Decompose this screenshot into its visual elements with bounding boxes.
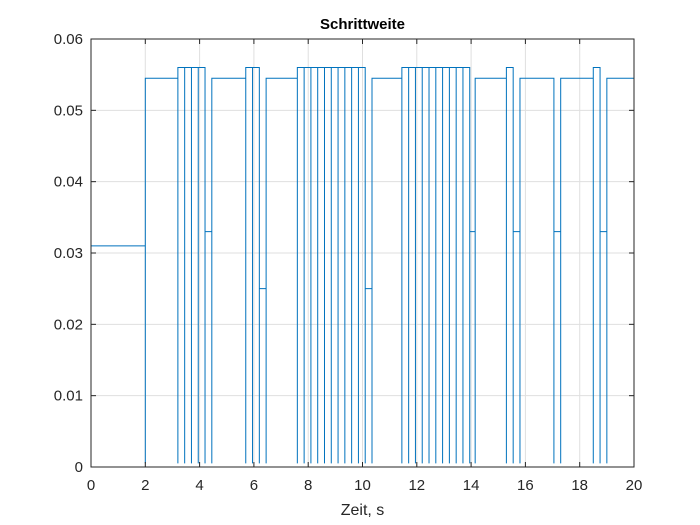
x-tick-label: 12 (408, 477, 425, 494)
y-tick-label: 0.01 (54, 388, 83, 405)
x-axis-label: Zeit, s (341, 502, 385, 519)
y-tick-label: 0 (75, 459, 83, 476)
y-tick-labels: 0 0.01 0.02 0.03 0.04 0.05 0.06 (54, 31, 83, 476)
y-tick-label: 0.02 (54, 316, 83, 333)
x-tick-labels: 0 2 4 6 8 10 12 14 16 18 20 (87, 477, 643, 494)
series-line (90, 67, 634, 464)
y-tick-label: 0.04 (54, 174, 83, 191)
y-tick-label: 0.03 (54, 245, 83, 262)
ticks (90, 38, 635, 468)
chart-title: Schrittweite (320, 16, 405, 33)
x-tick-label: 0 (87, 477, 95, 494)
x-tick-label: 2 (141, 477, 149, 494)
x-tick-label: 10 (354, 477, 371, 494)
x-tick-label: 20 (626, 477, 643, 494)
grid (91, 39, 634, 467)
x-tick-label: 4 (195, 477, 203, 494)
x-tick-label: 14 (463, 477, 480, 494)
x-tick-label: 6 (250, 477, 258, 494)
x-tick-label: 18 (571, 477, 588, 494)
data-layer (90, 67, 634, 464)
x-tick-label: 16 (517, 477, 534, 494)
y-tick-label: 0.06 (54, 31, 83, 48)
y-tick-label: 0.05 (54, 102, 83, 119)
x-tick-label: 8 (304, 477, 312, 494)
